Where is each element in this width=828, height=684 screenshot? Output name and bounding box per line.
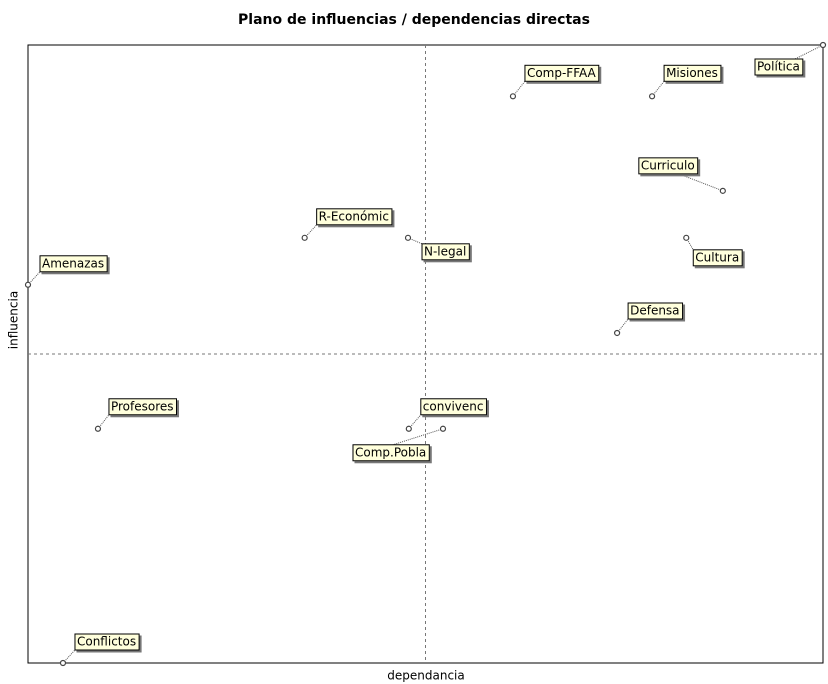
- point-label: Comp.Pobla: [355, 445, 426, 459]
- point-label-group: convivenc: [405, 398, 487, 432]
- point: [404, 234, 412, 241]
- point-label: convivenc: [423, 399, 484, 413]
- point-label-group: R-Económic: [301, 208, 393, 241]
- leader-line: [651, 80, 665, 97]
- point-label-group: Conflictos: [59, 633, 140, 667]
- label-box: [421, 243, 470, 261]
- leader-line: [512, 80, 526, 97]
- x-axis-label: dependancia: [387, 669, 464, 683]
- point-label: Amenazas: [42, 256, 104, 270]
- label-box: [627, 302, 684, 320]
- point-label: Defensa: [630, 303, 679, 317]
- point-label: Comp-FFAA: [527, 66, 597, 80]
- point-label: Profesores: [111, 399, 174, 413]
- point-label: Conflictos: [77, 635, 136, 649]
- point-label-group: Defensa: [613, 302, 684, 337]
- point: [613, 329, 621, 337]
- label-box: [108, 398, 178, 416]
- point-label-group: Amenazas: [24, 255, 108, 288]
- point-label: Curriculo: [641, 158, 695, 172]
- label-box: [352, 444, 430, 462]
- label-box: [663, 64, 722, 82]
- point: [719, 187, 726, 194]
- label-box: [316, 208, 393, 226]
- y-axis-label: influencia: [7, 291, 21, 349]
- label-box: [39, 255, 108, 273]
- label-box: [524, 64, 600, 82]
- point-label-group: Comp.Pobla: [352, 425, 447, 462]
- leader-line: [392, 428, 444, 446]
- point: [59, 659, 67, 667]
- label-box: [638, 157, 699, 175]
- point: [648, 93, 656, 100]
- point: [94, 425, 102, 432]
- point-label-group: Profesores: [94, 398, 178, 432]
- label-box: [754, 58, 804, 76]
- point-label-group: Curriculo: [638, 157, 726, 194]
- label-box: [692, 249, 743, 267]
- point: [301, 234, 308, 241]
- point-label-group: N-legal: [404, 234, 470, 261]
- label-box: [74, 633, 140, 651]
- point: [819, 41, 827, 49]
- point-label: N-legal: [424, 244, 466, 258]
- point-label: Cultura: [695, 250, 739, 264]
- point-label-group: Cultura: [683, 234, 743, 267]
- point: [24, 281, 32, 288]
- point: [683, 234, 690, 241]
- leader-line: [678, 173, 724, 192]
- point-label-group: Política: [754, 41, 827, 76]
- point: [509, 93, 517, 100]
- point-label: R-Económic: [319, 209, 389, 223]
- point-label: Misiones: [666, 66, 718, 80]
- point-label-group: Comp-FFAA: [509, 64, 600, 100]
- point: [405, 425, 412, 432]
- point-label: Política: [757, 60, 800, 74]
- point: [439, 425, 447, 432]
- label-box: [420, 398, 487, 416]
- point-label-group: Misiones: [648, 64, 722, 100]
- leader-line: [794, 44, 824, 60]
- chart-title: Plano de influencias / dependencias dire…: [238, 12, 590, 28]
